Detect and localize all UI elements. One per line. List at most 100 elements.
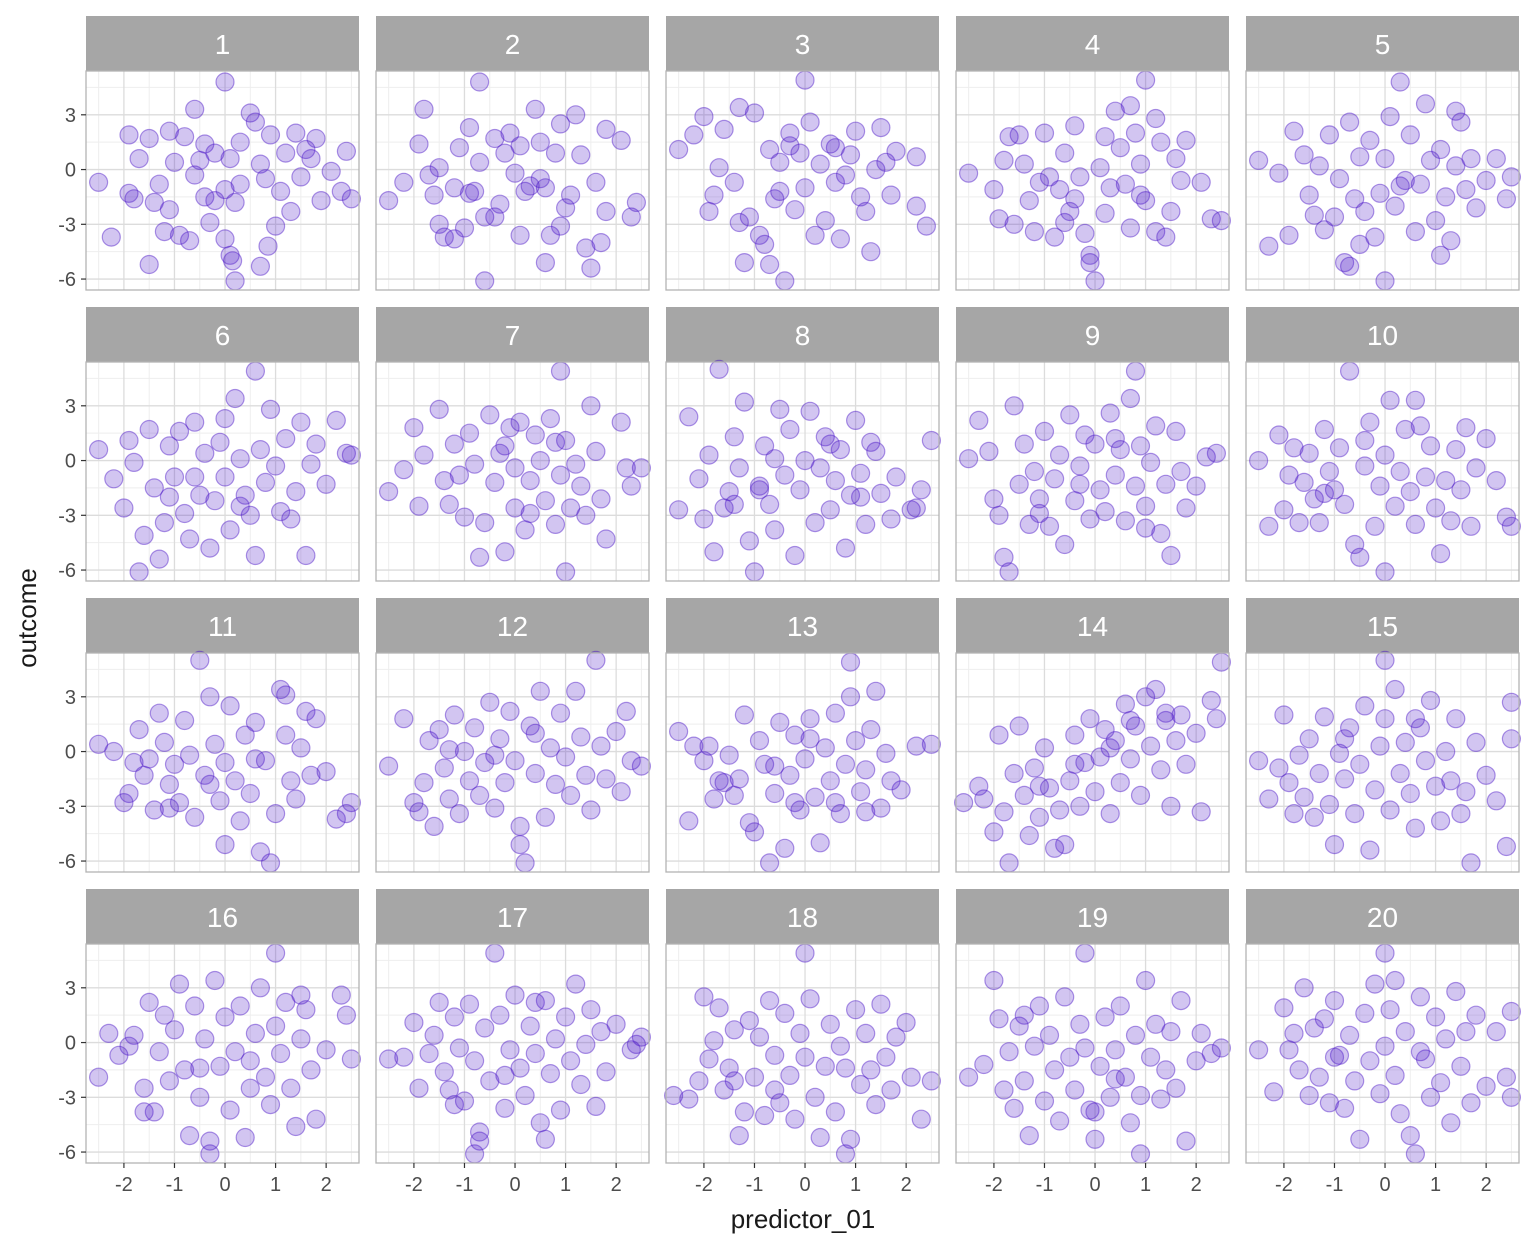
data-point [545,514,566,535]
data-point [119,125,139,145]
data-point [999,562,1019,582]
data-point [260,125,281,145]
data-point [1171,461,1191,482]
data-point [220,1100,240,1120]
data-point [139,749,159,769]
data-point [850,487,871,507]
data-point [515,181,535,201]
data-point [459,771,480,791]
data-point [1095,502,1115,522]
data-point [795,943,815,963]
data-point [444,229,464,249]
data-point [1385,1065,1405,1086]
data-point [581,800,601,820]
data-point [1355,430,1375,451]
data-point [765,1045,785,1065]
data-point [459,117,480,138]
data-point [159,200,179,220]
data-point [840,1129,861,1149]
data-point [225,771,245,791]
data-point [1090,747,1110,767]
data-point [439,789,459,809]
data-point [409,134,429,154]
data-point [1146,1014,1166,1034]
data-point [1284,1023,1304,1044]
data-point [470,1122,490,1142]
data-point [820,1014,840,1034]
data-point [404,1012,424,1033]
data-point [729,97,749,118]
data-point [465,718,485,738]
data-point [1201,1043,1221,1064]
data-point [245,749,265,769]
data-point [1319,461,1340,482]
data-point [515,853,535,873]
y-tick-label: -6 [58,1142,76,1164]
data-point [1029,996,1050,1016]
data-point [840,652,861,672]
data-point [1211,211,1232,231]
data-point [1105,429,1125,449]
data-point [994,802,1014,822]
x-axis-ticks: -2 -1 0 1 2 -2 -1 0 1 2 -2 -1 0 1 2 -2 -1 0 1 2 -2 -1 0 1 2 [115,1163,1492,1196]
x-tick-label: 2 [1191,1174,1202,1196]
data-point [596,201,616,222]
facet-strip-label: 6 [215,320,231,351]
data-point [225,1042,245,1062]
facet-panel-6: 6 [85,307,361,582]
facet-strip [956,889,1229,944]
data-point [276,429,296,449]
facet-strip-label: 9 [1085,320,1101,351]
facet-strip [1246,16,1519,71]
data-point [1039,516,1060,536]
facet-strip [1246,307,1519,362]
data-point [485,745,505,765]
data-point [439,494,459,514]
data-point [1420,150,1441,170]
data-point [1304,807,1324,827]
data-point [200,774,220,795]
data-point [336,803,356,824]
data-point [1014,1071,1034,1091]
facet-strip-label: 1 [215,29,231,60]
data-point [719,482,739,502]
data-point [840,485,861,505]
data-point [409,1078,429,1098]
data-point [566,974,586,994]
data-point [1355,1003,1375,1024]
data-point [1166,421,1186,441]
data-point [1186,476,1206,496]
data-point [119,183,139,203]
data-point [694,106,714,127]
data-point [999,127,1019,147]
data-point [810,154,830,174]
data-point [560,185,581,205]
data-point [1375,562,1395,582]
data-point [1024,222,1045,242]
data-point [215,72,235,92]
x-tick-label: 1 [850,1174,861,1196]
data-point [1339,112,1360,132]
data-point [989,725,1009,745]
data-point [555,1007,576,1027]
data-point [1329,1045,1350,1065]
facet-panel-14: 14 [953,598,1232,873]
data-point [1405,1144,1426,1164]
data-point [1049,180,1070,200]
data-point [1436,741,1456,762]
data-point [704,1031,724,1051]
facet-strip-label: 10 [1367,320,1398,351]
data-point [1140,452,1161,472]
data-point [770,152,790,172]
data-point [1034,1091,1055,1111]
data-point [1461,516,1481,536]
data-point [825,1102,846,1122]
data-point [1105,101,1125,121]
data-point [1039,167,1060,187]
data-point [331,181,351,201]
data-point [144,478,164,498]
data-point [1375,149,1395,169]
data-point [449,803,469,824]
data-point [684,125,704,145]
data-point [129,719,149,740]
